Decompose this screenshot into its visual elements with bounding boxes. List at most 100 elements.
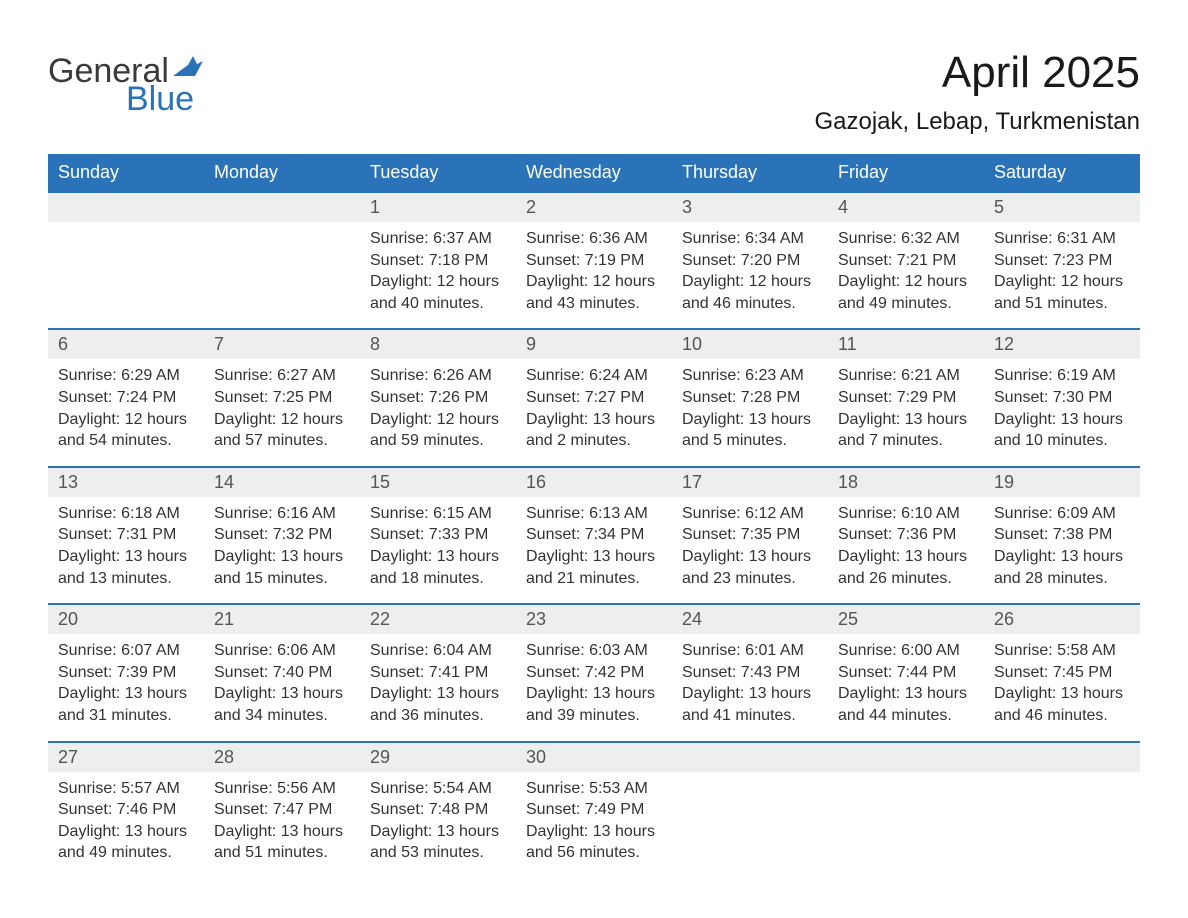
day-line: Daylight: 13 hours (526, 409, 662, 431)
week: 20212223242526 Sunrise: 6:07 AM Sunset: 7:… (48, 603, 1140, 740)
day-cell: Sunrise: 6:01 AMSunset: 7:43 PMDaylight:… (672, 634, 828, 740)
day-header: Saturday (984, 154, 1140, 191)
day-line: Daylight: 12 hours (838, 271, 974, 293)
day-line: Sunset: 7:20 PM (682, 250, 818, 272)
day-line: Sunrise: 6:23 AM (682, 365, 818, 387)
content-row: Sunrise: 6:18 AMSunset: 7:31 PMDaylight:… (48, 497, 1140, 603)
day-number (204, 193, 360, 222)
header: General Blue April 2025 Gazojak, Lebap, … (48, 48, 1140, 136)
day-cell: Sunrise: 6:23 AMSunset: 7:28 PMDaylight:… (672, 359, 828, 465)
day-number: 23 (516, 605, 672, 634)
day-line: Daylight: 13 hours (838, 546, 974, 568)
day-cell: Sunrise: 6:09 AMSunset: 7:38 PMDaylight:… (984, 497, 1140, 603)
day-line: Sunset: 7:46 PM (58, 799, 194, 821)
day-number: 7 (204, 330, 360, 359)
day-line: and 54 minutes. (58, 430, 194, 452)
day-cell: Sunrise: 5:56 AMSunset: 7:47 PMDaylight:… (204, 772, 360, 878)
day-line: Sunrise: 6:36 AM (526, 228, 662, 250)
day-line: Sunset: 7:40 PM (214, 662, 350, 684)
day-line: Sunrise: 5:58 AM (994, 640, 1130, 662)
day-line: Sunset: 7:31 PM (58, 524, 194, 546)
day-line: Sunrise: 6:07 AM (58, 640, 194, 662)
day-cell: Sunrise: 6:19 AMSunset: 7:30 PMDaylight:… (984, 359, 1140, 465)
day-number: 28 (204, 743, 360, 772)
day-line: Daylight: 12 hours (214, 409, 350, 431)
day-line: Sunset: 7:42 PM (526, 662, 662, 684)
day-cell: Sunrise: 5:58 AMSunset: 7:45 PMDaylight:… (984, 634, 1140, 740)
day-line: Daylight: 12 hours (994, 271, 1130, 293)
day-cell: Sunrise: 6:03 AMSunset: 7:42 PMDaylight:… (516, 634, 672, 740)
day-cell: Sunrise: 6:36 AMSunset: 7:19 PMDaylight:… (516, 222, 672, 328)
day-number (672, 743, 828, 772)
day-line: Sunset: 7:44 PM (838, 662, 974, 684)
day-line: Daylight: 13 hours (682, 409, 818, 431)
day-line: and 36 minutes. (370, 705, 506, 727)
day-line: and 18 minutes. (370, 568, 506, 590)
day-line: and 40 minutes. (370, 293, 506, 315)
day-line: Daylight: 12 hours (370, 409, 506, 431)
day-line: Sunset: 7:25 PM (214, 387, 350, 409)
day-line: Daylight: 13 hours (994, 409, 1130, 431)
day-header: Monday (204, 154, 360, 191)
day-line: and 23 minutes. (682, 568, 818, 590)
day-line: Daylight: 13 hours (526, 821, 662, 843)
day-cell: Sunrise: 5:57 AMSunset: 7:46 PMDaylight:… (48, 772, 204, 878)
day-number: 1 (360, 193, 516, 222)
day-header: Wednesday (516, 154, 672, 191)
day-line: Daylight: 12 hours (370, 271, 506, 293)
week: 13141516171819Sunrise: 6:18 AMSunset: 7:… (48, 466, 1140, 603)
day-cell: Sunrise: 6:16 AMSunset: 7:32 PMDaylight:… (204, 497, 360, 603)
day-cell: Sunrise: 6:06 AMSunset: 7:40 PMDaylight:… (204, 634, 360, 740)
day-number: 12 (984, 330, 1140, 359)
day-line: and 34 minutes. (214, 705, 350, 727)
day-line: Sunset: 7:18 PM (370, 250, 506, 272)
day-number: 21 (204, 605, 360, 634)
day-line: Sunrise: 5:57 AM (58, 778, 194, 800)
page: General Blue April 2025 Gazojak, Lebap, … (0, 0, 1188, 918)
day-line: Sunset: 7:45 PM (994, 662, 1130, 684)
day-line: Daylight: 13 hours (838, 409, 974, 431)
day-line: Sunrise: 6:15 AM (370, 503, 506, 525)
day-line: and 46 minutes. (682, 293, 818, 315)
month-title: April 2025 (814, 48, 1140, 98)
day-line: Sunrise: 6:31 AM (994, 228, 1130, 250)
day-cell: Sunrise: 6:00 AMSunset: 7:44 PMDaylight:… (828, 634, 984, 740)
day-line: Daylight: 13 hours (994, 683, 1130, 705)
day-line: Sunrise: 6:04 AM (370, 640, 506, 662)
day-header: Friday (828, 154, 984, 191)
day-line: Sunrise: 6:01 AM (682, 640, 818, 662)
day-line: Daylight: 13 hours (526, 546, 662, 568)
day-line: Sunrise: 6:19 AM (994, 365, 1130, 387)
day-line: Sunset: 7:47 PM (214, 799, 350, 821)
daynum-row: 20212223242526 (48, 605, 1140, 634)
day-line: and 53 minutes. (370, 842, 506, 864)
day-number: 26 (984, 605, 1140, 634)
day-number: 6 (48, 330, 204, 359)
day-line: and 26 minutes. (838, 568, 974, 590)
day-header: Tuesday (360, 154, 516, 191)
day-cell (828, 772, 984, 878)
daynum-row: 6789101112 (48, 330, 1140, 359)
day-line: Daylight: 13 hours (370, 683, 506, 705)
location-subtitle: Gazojak, Lebap, Turkmenistan (814, 108, 1140, 136)
week: 27282930Sunrise: 5:57 AMSunset: 7:46 PMD… (48, 741, 1140, 878)
content-row: Sunrise: 6:29 AMSunset: 7:24 PMDaylight:… (48, 359, 1140, 465)
day-number: 16 (516, 468, 672, 497)
day-number (828, 743, 984, 772)
day-number: 10 (672, 330, 828, 359)
day-line: and 44 minutes. (838, 705, 974, 727)
day-number: 5 (984, 193, 1140, 222)
day-line: Daylight: 12 hours (526, 271, 662, 293)
day-line: Sunset: 7:32 PM (214, 524, 350, 546)
day-line: and 28 minutes. (994, 568, 1130, 590)
day-cell (672, 772, 828, 878)
day-cell: Sunrise: 6:12 AMSunset: 7:35 PMDaylight:… (672, 497, 828, 603)
day-line: Sunrise: 6:12 AM (682, 503, 818, 525)
day-line: and 51 minutes. (994, 293, 1130, 315)
day-number: 25 (828, 605, 984, 634)
day-line: Sunset: 7:34 PM (526, 524, 662, 546)
day-line: and 7 minutes. (838, 430, 974, 452)
day-line: and 56 minutes. (526, 842, 662, 864)
day-line: Sunrise: 6:21 AM (838, 365, 974, 387)
day-cell: Sunrise: 6:29 AMSunset: 7:24 PMDaylight:… (48, 359, 204, 465)
